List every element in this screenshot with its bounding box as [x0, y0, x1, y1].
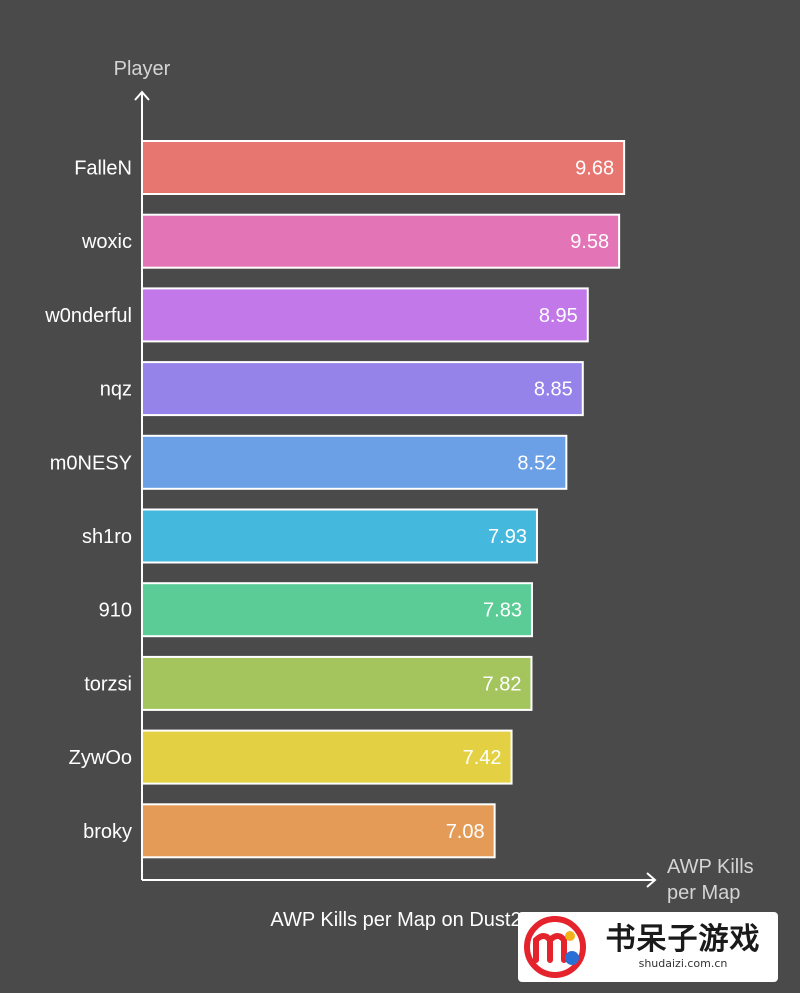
category-label: woxic [81, 231, 132, 253]
bar-broky [141, 803, 496, 859]
category-label: sh1ro [82, 526, 132, 548]
category-label: nqz [100, 379, 132, 401]
chart-title: AWP Kills per Map on Dust2 [270, 909, 521, 931]
bar-woxic [141, 213, 621, 269]
bar-m0nesy [141, 434, 568, 490]
category-label: FalleN [74, 158, 132, 180]
category-label: 910 [99, 600, 132, 622]
value-label: 7.42 [463, 747, 502, 769]
bar-fallen [141, 140, 626, 195]
value-label: 8.52 [517, 452, 556, 474]
y-axis-arrow [134, 90, 150, 101]
value-label: 9.58 [570, 231, 609, 253]
value-label: 7.93 [488, 526, 527, 548]
x-axis-label: AWP Kills per Map [667, 856, 759, 904]
bar-sh1ro [141, 508, 538, 564]
bar-zywoo [141, 729, 513, 785]
category-label: w0nderful [44, 305, 132, 327]
x-axis-arrow [646, 872, 657, 888]
category-label: broky [83, 821, 132, 843]
x-axis-label-line-1: AWP Kills [667, 856, 754, 878]
x-axis-label-line-2: per Map [667, 882, 740, 904]
bar-w0nderful [141, 287, 589, 343]
category-label: torzsi [84, 673, 132, 695]
watermark-brand: 书呆子游戏 [605, 922, 761, 957]
value-label: 7.83 [483, 600, 522, 622]
value-label: 8.95 [539, 305, 578, 327]
watermark: 书呆子游戏 shudaizi.com.cn [518, 912, 778, 982]
value-label: 7.08 [446, 821, 485, 843]
value-label: 8.85 [534, 379, 573, 401]
bars-group: FalleN 9.68 woxic 9.58 w0nderful 8.95 nqz 8.85 m… [44, 140, 626, 859]
bar-nqz [141, 361, 584, 417]
bar-910 [141, 582, 533, 638]
category-label: ZywOo [69, 747, 132, 769]
y-axis-label: Player [114, 58, 171, 80]
axes-group [134, 90, 657, 888]
bar-torzsi [141, 655, 533, 711]
watermark-logo-icon [522, 914, 588, 980]
value-label: 9.68 [575, 158, 614, 180]
value-label: 7.82 [483, 673, 522, 695]
watermark-url: shudaizi.com.cn [638, 957, 728, 970]
category-label: m0NESY [50, 452, 132, 474]
